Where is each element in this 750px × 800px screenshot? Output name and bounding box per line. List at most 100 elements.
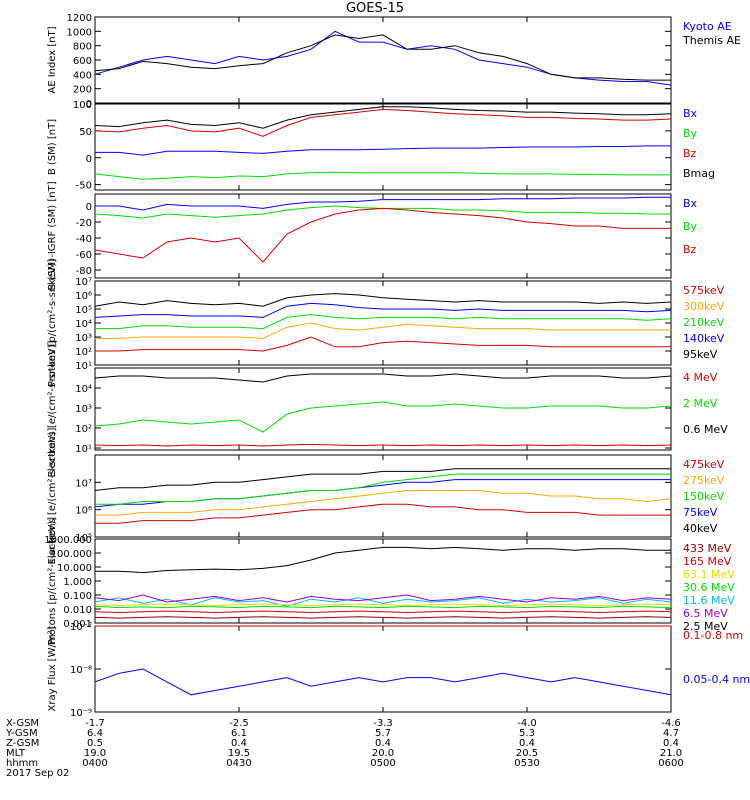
x-row-value: -3.3 bbox=[373, 718, 393, 729]
legend-entry: Kyoto AE bbox=[683, 20, 732, 33]
legend-entry: 6.5 MeV bbox=[683, 607, 728, 620]
y-tick-label: 1000.000 bbox=[44, 535, 92, 546]
series-line-2 bbox=[94, 594, 672, 603]
x-row-value: 19.5 bbox=[228, 748, 250, 759]
x-row-value: 0600 bbox=[658, 758, 683, 769]
legend-entry: 75keV bbox=[683, 506, 718, 519]
legend-entry: 11.6 MeV bbox=[683, 594, 735, 607]
panel-frame bbox=[94, 367, 672, 451]
series-line-0 bbox=[94, 30, 672, 86]
y-tick-label: 10² bbox=[75, 424, 92, 435]
series-line-2 bbox=[94, 207, 671, 263]
panel-2: -50 0 50 100 B (SM) [nT] Bx By Bz Bmag bbox=[47, 100, 715, 192]
y-tick-label: -40 bbox=[76, 234, 92, 245]
x-row-value: 0530 bbox=[514, 758, 539, 769]
series-line-3 bbox=[95, 322, 671, 339]
legend-entry: Bx bbox=[683, 197, 698, 210]
panel-7: 0.001 0.010 0.100 1.000 10.000 100.000 1000.00… bbox=[44, 517, 735, 645]
y-tick-label: 10⁻⁷ bbox=[70, 622, 92, 633]
x-row-label: MLT bbox=[6, 748, 26, 759]
y-axis-label: B (SM) [nT] bbox=[47, 119, 58, 175]
y-tick-label: -80 bbox=[76, 266, 92, 277]
x-row-value: 5.7 bbox=[375, 728, 391, 739]
y-axis-label: Protons [p/(cm²-s-sr-keV)] bbox=[47, 517, 58, 645]
series-line-3 bbox=[95, 490, 672, 516]
y-tick-label: 0.001 bbox=[63, 619, 92, 630]
x-row-value: 0.4 bbox=[375, 738, 391, 749]
y-axis-label: Electrons [e/(cm²-s-sr-keV)] bbox=[47, 427, 58, 564]
legend-entry: 210keV bbox=[683, 316, 725, 329]
y-tick-label: 10⁵ bbox=[75, 533, 92, 544]
y-tick-label: 1200 bbox=[67, 13, 92, 24]
y-tick-label: 10⁶ bbox=[75, 291, 92, 302]
series-line-3 bbox=[94, 605, 672, 609]
y-tick-label: 10⁷ bbox=[75, 478, 92, 489]
series-line-2 bbox=[95, 473, 671, 505]
series-line-1 bbox=[94, 401, 672, 433]
y-tick-label: -60 bbox=[76, 250, 92, 261]
panel-6: 10⁵ 10⁶ 10⁷ Electrons [e/(cm²-s-sr-keV)] 475… bbox=[47, 427, 725, 564]
panel-frame bbox=[94, 538, 672, 624]
series-line-0 bbox=[95, 196, 671, 211]
legend-entry: 275keV bbox=[683, 474, 725, 487]
legend-entry: 433 MeV bbox=[683, 542, 732, 555]
legend-entry: By bbox=[683, 220, 698, 233]
x-row-value: 5.3 bbox=[519, 728, 535, 739]
series-line-4 bbox=[95, 336, 671, 352]
x-row-value: 0.4 bbox=[519, 738, 535, 749]
x-row-value: 4.7 bbox=[663, 728, 679, 739]
y-tick-label: 10⁵ bbox=[75, 305, 92, 316]
series-line-3 bbox=[94, 171, 671, 180]
x-row-label: X-GSM bbox=[6, 718, 39, 729]
x-row-value: -1.7 bbox=[85, 718, 105, 729]
legend-entry: 475keV bbox=[683, 458, 725, 471]
x-row-value: -4.0 bbox=[517, 718, 537, 729]
y-tick-label: 0.010 bbox=[63, 605, 92, 616]
x-row-label: hhmm bbox=[6, 758, 38, 769]
legend-entry: 0.6 MeV bbox=[683, 423, 728, 436]
panel-frame bbox=[94, 193, 672, 279]
series-line-1 bbox=[94, 108, 672, 137]
y-tick-label: 10.000 bbox=[57, 563, 92, 574]
series-line-1 bbox=[94, 302, 672, 318]
panel-4: 10¹ 10² 10³ 10⁴ 10⁵ 10⁶ 10⁷ Protons [p/(cm²-s-s… bbox=[47, 259, 725, 387]
x-row-value: -4.6 bbox=[661, 718, 681, 729]
x-row-value: 19.0 bbox=[84, 748, 106, 759]
legend-entry: Themis AE bbox=[682, 34, 741, 47]
x-row-value: 6.1 bbox=[231, 728, 247, 739]
panel-1: 0 200 400 600 800 1000 1200 AE Index [nT] Kyoto … bbox=[47, 13, 741, 110]
legend-entry: Bx bbox=[683, 107, 698, 120]
y-tick-label: 0 bbox=[86, 99, 92, 110]
legend-entry: 95keV bbox=[683, 348, 718, 361]
y-axis-label: Electrons [e/(cm²-s-sr-keV)] bbox=[47, 340, 58, 477]
series-line-0 bbox=[94, 106, 672, 129]
series-line-0 bbox=[94, 468, 671, 491]
y-tick-label: 10⁷ bbox=[75, 277, 92, 288]
x-row-value: 6.4 bbox=[87, 728, 103, 739]
y-tick-label: 10⁻⁹ bbox=[70, 708, 92, 719]
x-row-value: 21.0 bbox=[660, 748, 682, 759]
series-line-1 bbox=[94, 205, 671, 219]
panel-3: -80 -60 -40 -20 0 B (SM)-IGRF (SM) [nT] Bx By Bz bbox=[47, 181, 698, 290]
y-axis-label: Xray Flux [W/m²] bbox=[47, 626, 58, 711]
y-axis-label: AE Index [nT] bbox=[47, 26, 58, 93]
series-line-0 bbox=[95, 546, 671, 574]
y-tick-label: 100 bbox=[73, 100, 92, 111]
legend-entry: 0.1-0.8 nm bbox=[683, 629, 743, 642]
legend-entry: 300keV bbox=[683, 300, 725, 313]
legend-entry: Bz bbox=[683, 147, 697, 160]
series-line-4 bbox=[95, 503, 671, 524]
y-tick-label: 400 bbox=[73, 70, 92, 81]
y-tick-label: 10¹ bbox=[75, 361, 92, 372]
x-row-label: Z-GSM bbox=[6, 738, 39, 749]
y-tick-label: -50 bbox=[76, 181, 92, 192]
series-line-6 bbox=[94, 616, 672, 619]
y-tick-label: 600 bbox=[73, 56, 92, 67]
y-tick-label: 10³ bbox=[75, 333, 92, 344]
series-line-1 bbox=[94, 668, 672, 696]
x-row-value: 0.5 bbox=[87, 738, 103, 749]
legend-entry: 30.6 MeV bbox=[683, 581, 735, 594]
panel-frame bbox=[94, 16, 672, 104]
panel-5: 10¹ 10² 10³ 10⁴ Electrons [e/(cm²-s-sr-keV)]… bbox=[47, 340, 728, 477]
